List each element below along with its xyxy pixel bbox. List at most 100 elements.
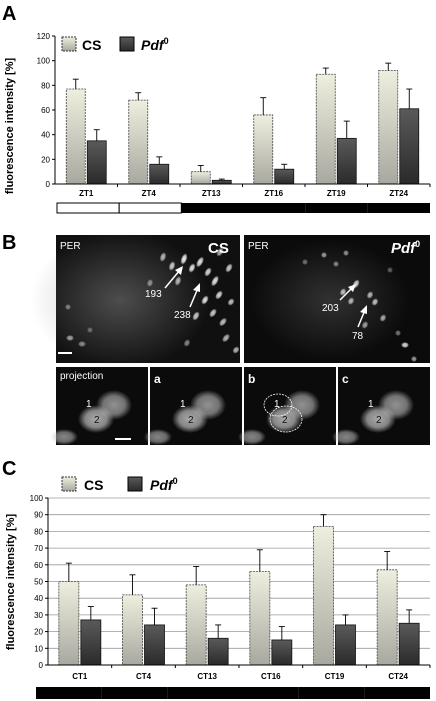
y-tick-label: 10 [34, 644, 43, 653]
bar-cs [190, 171, 211, 185]
chart-c-ylabel: fluorescence intensity [%] [5, 514, 17, 651]
chart-a: 0 20 40 60 80 100 120 ZT1 ZT4 ZT13 ZT16 ZT19 ZT24 f… [4, 32, 431, 214]
nucleus [387, 267, 393, 273]
nucleus [215, 290, 223, 300]
nucleus [225, 263, 233, 273]
y-tick-label: 40 [34, 594, 43, 603]
light-phase-segment [56, 202, 120, 214]
category-label: ZT1 [79, 189, 94, 198]
bar-cs [58, 581, 80, 666]
micrograph-cs-haze [30, 230, 210, 370]
category-label: ZT19 [327, 189, 346, 198]
category-label: CT19 [325, 672, 345, 681]
nucleus-2 [266, 405, 302, 433]
strip-tile-tag: b [248, 372, 255, 386]
y-tick-label: 120 [37, 32, 51, 41]
dark-phase-segment [233, 687, 299, 699]
nucleus [146, 279, 154, 287]
cell-label-2: 2 [94, 415, 100, 426]
micrograph-pdf-haze [250, 240, 410, 360]
nucleus-2 [78, 405, 114, 433]
light-phase-segment [118, 202, 182, 214]
cell-label-2: 2 [188, 415, 194, 426]
nucleus [168, 261, 176, 271]
dark-phase-segment [36, 687, 102, 699]
y-tick-label: 100 [37, 57, 51, 66]
bar-cs [122, 594, 143, 666]
category-label: ZT4 [142, 189, 157, 198]
dark-phase-segment [298, 687, 365, 699]
bar-pdf [80, 619, 102, 666]
nucleus-2 [172, 405, 208, 433]
legend-c-cs-swatch [61, 476, 77, 492]
nucleus [321, 252, 327, 258]
category-label: CT1 [72, 672, 88, 681]
legend-pdf-swatch [119, 36, 135, 52]
nucleus [347, 297, 355, 305]
y-tick-label: 50 [34, 578, 43, 587]
strip-tile-tag: a [154, 372, 161, 386]
nucleus [227, 298, 235, 306]
y-tick-label: 40 [41, 131, 50, 140]
outline-cell-2 [269, 405, 303, 433]
bar-cs [65, 88, 86, 185]
category-label: CT24 [388, 672, 408, 681]
nucleus [411, 356, 417, 362]
y-tick-label: 20 [41, 155, 50, 164]
category-label: CT4 [136, 672, 152, 681]
legend-cs-label: CS [82, 37, 101, 53]
nucleus [204, 267, 212, 277]
cell-label-2: 2 [282, 415, 288, 426]
arrow-203 [339, 284, 356, 301]
micrograph-pdf-nuclei [302, 250, 417, 362]
bar-cs [253, 114, 274, 185]
panel-label-c: C [2, 458, 16, 480]
chart-c-grid [48, 497, 430, 649]
y-tick-label: 0 [39, 661, 44, 670]
cell-label-1: 1 [86, 399, 92, 410]
y-tick-label: 60 [41, 106, 50, 115]
dark-phase-segment [167, 687, 233, 699]
chart-c-light-dark-bar [36, 687, 430, 699]
y-tick-label: 60 [34, 561, 43, 570]
chart-a-categories: ZT1 ZT4 ZT13 ZT16 ZT19 ZT24 [79, 184, 431, 198]
bar-pdf [274, 168, 295, 185]
chart-a-bars [65, 62, 420, 185]
bar-pdf [398, 622, 420, 666]
nucleus [339, 288, 347, 296]
nucleus-edge [332, 429, 360, 445]
y-tick-label: 0 [46, 180, 51, 189]
scale-bar-strip [115, 438, 131, 440]
nucleus [232, 346, 240, 354]
panel-label-a: A [2, 3, 16, 25]
strip-tile-c: c 12 [332, 367, 430, 445]
micrograph-cs-genotype: CS [208, 240, 229, 257]
arrow-label-203: 203 [322, 303, 339, 314]
nucleus [87, 327, 93, 333]
arrow-238 [189, 283, 200, 308]
y-tick-label: 30 [34, 611, 43, 620]
outline-cell-1 [263, 393, 293, 417]
scale-bar-top [58, 352, 72, 354]
nucleus [302, 259, 308, 265]
strip-tile-projection: projection 12 [50, 367, 148, 445]
chart-c-legend: CS Pdf0 [61, 476, 178, 493]
micrograph-cs-nuclei [65, 247, 240, 354]
micrograph-pdf-stain: PER [248, 241, 269, 252]
cell-label-1: 1 [368, 399, 374, 410]
micrograph-pdf-genotype: Pdf0 [391, 239, 420, 257]
bar-pdf [207, 637, 229, 666]
nucleus [159, 252, 167, 262]
bar-cs [315, 73, 336, 185]
nucleus-edge [144, 429, 172, 445]
arrow-label-78: 78 [352, 331, 364, 342]
category-label: ZT16 [264, 189, 283, 198]
category-label: CT16 [261, 672, 281, 681]
micrograph-pdf: PER Pdf0 203 78 [244, 235, 430, 363]
category-label: ZT13 [202, 189, 221, 198]
y-tick-label: 20 [34, 628, 43, 637]
nucleus [333, 261, 339, 267]
